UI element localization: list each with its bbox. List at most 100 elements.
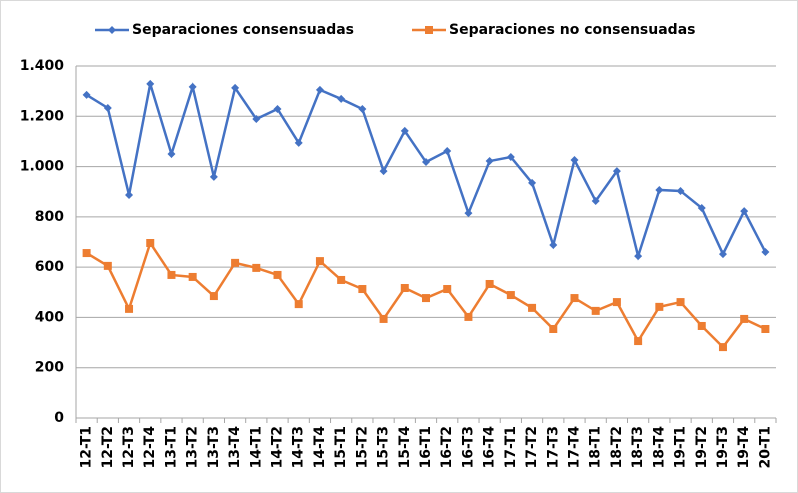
square-marker — [634, 337, 643, 346]
square-marker — [612, 298, 621, 307]
y-tick-label: 400 — [35, 309, 64, 325]
square-marker — [761, 324, 770, 333]
diamond-marker — [400, 126, 409, 135]
square-marker — [231, 258, 240, 267]
diamond-marker — [676, 186, 685, 195]
x-tick-label: 15-T1 — [333, 426, 349, 469]
x-tick-label: 13-T1 — [163, 426, 179, 469]
y-tick-label: 1.400 — [20, 58, 65, 74]
diamond-marker — [443, 146, 452, 155]
square-marker — [125, 304, 134, 313]
diamond-marker — [549, 241, 558, 250]
diamond-marker — [231, 83, 240, 92]
square-marker — [570, 294, 579, 303]
diamond-marker — [337, 94, 346, 103]
x-tick-label: 12-T4 — [142, 426, 158, 469]
x-tick-label: 17-T3 — [545, 426, 561, 469]
x-tick-label: 14-T1 — [248, 426, 264, 469]
x-tick-label: 12-T2 — [100, 426, 116, 469]
square-marker — [443, 285, 452, 294]
x-tick-label: 16-T3 — [460, 426, 476, 469]
square-marker — [82, 249, 91, 258]
diamond-marker — [528, 178, 537, 187]
diamond-marker — [167, 150, 176, 158]
x-tick-label: 17-T4 — [566, 426, 582, 469]
square-marker — [506, 291, 515, 300]
x-tick-label: 16-T4 — [482, 426, 498, 469]
diamond-marker — [485, 157, 494, 166]
x-tick-label: 14-T2 — [270, 426, 286, 469]
x-tick-label: 18-T2 — [609, 426, 625, 469]
x-tick-label: 18-T1 — [588, 426, 604, 469]
diamond-marker — [697, 204, 706, 213]
square-marker — [188, 272, 197, 281]
diamond-marker — [761, 248, 770, 257]
square-marker — [740, 314, 749, 323]
square-marker — [400, 284, 409, 293]
x-tick-label: 17-T2 — [524, 426, 540, 469]
square-marker — [379, 314, 388, 323]
diamond-marker — [125, 190, 134, 199]
x-tick-label: 18-T4 — [651, 426, 667, 469]
diamond-marker — [655, 185, 664, 194]
x-tick-label: 12-T1 — [79, 426, 95, 469]
square-marker — [655, 302, 664, 311]
x-tick-label: 12-T3 — [121, 426, 137, 469]
square-marker — [718, 343, 727, 352]
square-marker — [528, 303, 537, 312]
x-tick-label: 15-T4 — [397, 426, 413, 469]
diamond-marker — [591, 197, 600, 206]
diamond-marker — [379, 167, 388, 176]
square-marker — [252, 263, 261, 272]
square-marker — [337, 275, 346, 284]
diamond-marker — [570, 156, 579, 165]
square-marker — [464, 312, 473, 321]
square-marker — [209, 292, 218, 301]
diamond-marker — [718, 250, 727, 259]
legend-label: Separaciones consensuadas — [132, 22, 354, 38]
diamond-marker — [273, 104, 282, 113]
x-tick-label: 19-T4 — [736, 426, 752, 469]
square-marker — [294, 300, 303, 309]
diamond-marker — [740, 207, 749, 216]
square-marker — [358, 285, 367, 294]
x-tick-label: 15-T3 — [376, 426, 392, 469]
y-tick-label: 1.000 — [20, 159, 65, 175]
x-tick-label: 16-T1 — [418, 426, 434, 469]
legend-marker — [108, 26, 116, 34]
x-tick-label: 13-T3 — [206, 426, 222, 469]
square-marker — [146, 239, 155, 248]
diamond-marker — [634, 252, 643, 261]
diamond-marker — [82, 90, 91, 99]
diamond-marker — [315, 85, 324, 94]
diamond-marker — [146, 79, 155, 88]
diamond-marker — [252, 115, 261, 124]
x-tick-label: 20-T1 — [757, 426, 773, 469]
x-tick-label: 16-T2 — [439, 426, 455, 469]
x-tick-label: 13-T4 — [227, 426, 243, 469]
diamond-marker — [612, 167, 621, 176]
legend: Separaciones consensuadas Separaciones no… — [95, 22, 695, 38]
x-tick-label: 13-T2 — [185, 426, 201, 469]
square-marker — [103, 261, 112, 270]
x-tick-label: 14-T4 — [312, 426, 328, 469]
y-tick-label: 1.200 — [20, 108, 65, 124]
y-tick-label: 800 — [35, 209, 64, 225]
diamond-marker — [209, 172, 218, 181]
square-marker — [697, 321, 706, 330]
square-marker — [591, 306, 600, 315]
diamond-marker — [294, 138, 303, 147]
diamond-marker — [506, 153, 515, 162]
square-marker — [422, 294, 430, 303]
square-marker — [273, 270, 282, 279]
x-tick-label: 19-T1 — [673, 426, 689, 469]
x-tick-label: 15-T2 — [354, 426, 370, 469]
square-marker — [315, 257, 324, 266]
square-marker — [167, 270, 176, 279]
diamond-marker — [422, 158, 430, 167]
legend-label: Separaciones no consensuadas — [449, 22, 695, 38]
square-marker — [676, 298, 685, 307]
y-tick-label: 0 — [54, 410, 64, 426]
x-tick-label: 19-T2 — [694, 426, 710, 469]
